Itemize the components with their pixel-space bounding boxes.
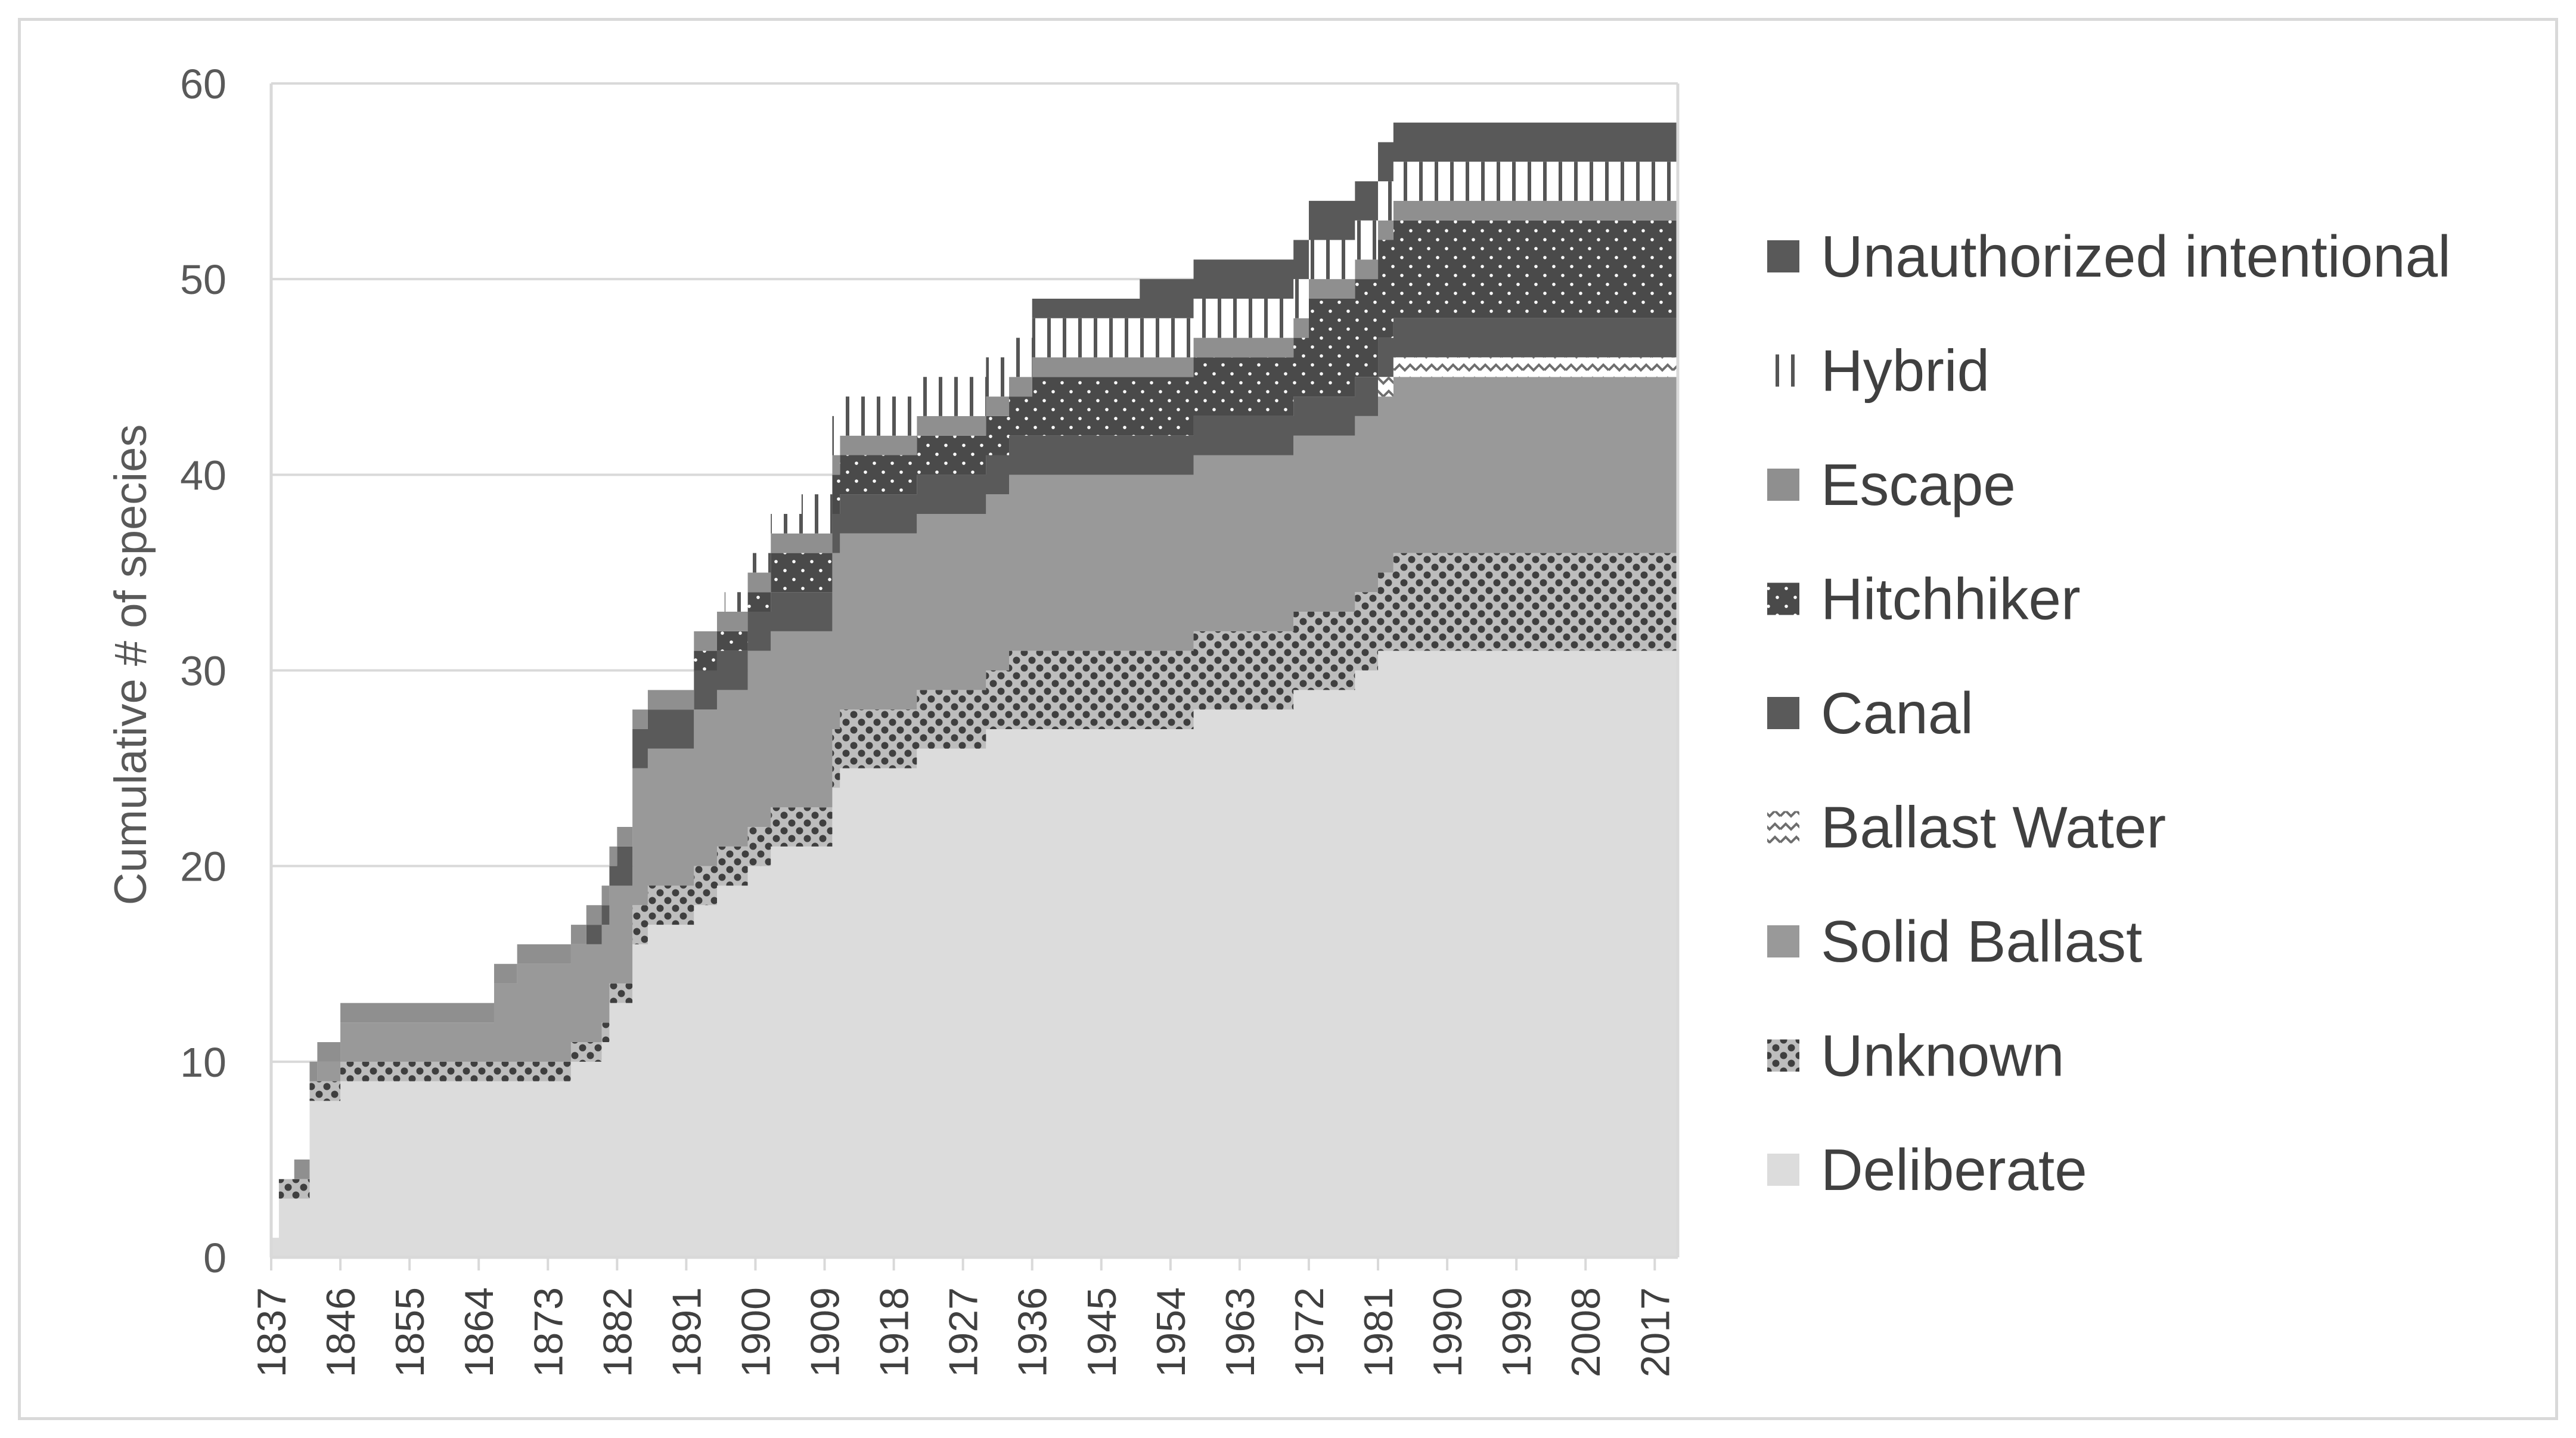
x-tick-label: 1846 [318,1287,364,1377]
y-tick-label: 20 [180,844,226,890]
x-tick-label: 1954 [1149,1287,1194,1377]
legend: Unauthorized intentional Hybrid Escape Hitc… [1767,224,2451,1203]
x-tick-label: 1963 [1218,1287,1263,1377]
legend-swatch-hybrid [1767,354,1799,387]
legend-swatch-hitchhiker [1767,582,1799,615]
legend-swatch-escape [1767,469,1799,501]
axes [269,82,1680,1259]
legend-swatch-deliberate [1767,1154,1799,1186]
x-tick-label: 1909 [803,1287,848,1377]
x-tick-label: 1927 [941,1287,986,1377]
legend-swatch-canal [1767,697,1799,729]
legend-label-unknown: Unknown [1821,1023,2065,1089]
area-solid-ballast [271,377,1678,1238]
x-tick-label: 1891 [664,1287,709,1377]
area-hybrid [271,162,1678,1238]
x-tick-label: 1864 [457,1287,502,1377]
x-tick-label: 1918 [872,1287,917,1377]
area-canal [271,318,1678,1238]
x-tick-label: 1981 [1356,1287,1401,1377]
legend-label-ballast-water: Ballast Water [1821,795,2166,860]
x-tick-label: 1999 [1494,1287,1540,1377]
legend-label-deliberate: Deliberate [1821,1137,2087,1203]
x-tick-label: 1882 [595,1287,640,1377]
x-tick-label: 1873 [526,1287,571,1377]
legend-label-hitchhiker: Hitchhiker [1821,566,2081,632]
y-tick-label: 40 [180,452,226,498]
x-tick-label: 2008 [1563,1287,1609,1377]
legend-swatch-solid-ballast [1767,925,1799,957]
x-tick-label: 1990 [1425,1287,1470,1377]
x-tick-labels: 1837 1846 1855 1864 1873 1882 1891 1900 1909 1918… [249,1257,1678,1377]
x-tick-label: 1936 [1010,1287,1056,1377]
x-tick-label: 1855 [387,1287,433,1377]
x-tick-label: 1837 [249,1287,294,1377]
x-tick-label: 1945 [1079,1287,1125,1377]
y-tick-label: 60 [180,61,226,107]
legend-label-escape: Escape [1821,452,2016,517]
y-tick-labels: 0 10 20 30 40 50 60 [180,61,226,1281]
legend-swatch-unknown [1767,1039,1799,1072]
y-tick-label: 50 [180,256,226,303]
x-tick-label: 1900 [733,1287,778,1377]
legend-label-solid-ballast: Solid Ballast [1821,909,2142,974]
stacked-areas [271,122,1678,1257]
legend-swatch-ballast-water [1767,811,1799,844]
y-tick-label: 30 [180,648,226,695]
y-tick-label: 0 [203,1235,226,1281]
y-axis-label: Cumulative # of species [105,424,156,906]
legend-label-canal: Canal [1821,680,1973,746]
legend-label-unauthorized-intentional: Unauthorized intentional [1821,224,2451,289]
area-deliberate [271,650,1678,1257]
x-tick-label: 1972 [1287,1287,1332,1377]
x-tick-label: 2017 [1632,1287,1678,1377]
y-tick-label: 10 [180,1039,226,1086]
legend-label-hybrid: Hybrid [1821,338,1990,404]
legend-swatch-unauthorized-intentional [1767,240,1799,272]
chart-frame: 0 10 20 30 40 50 60 1837 1846 1855 1864 1873 1882 18… [18,18,2558,1420]
